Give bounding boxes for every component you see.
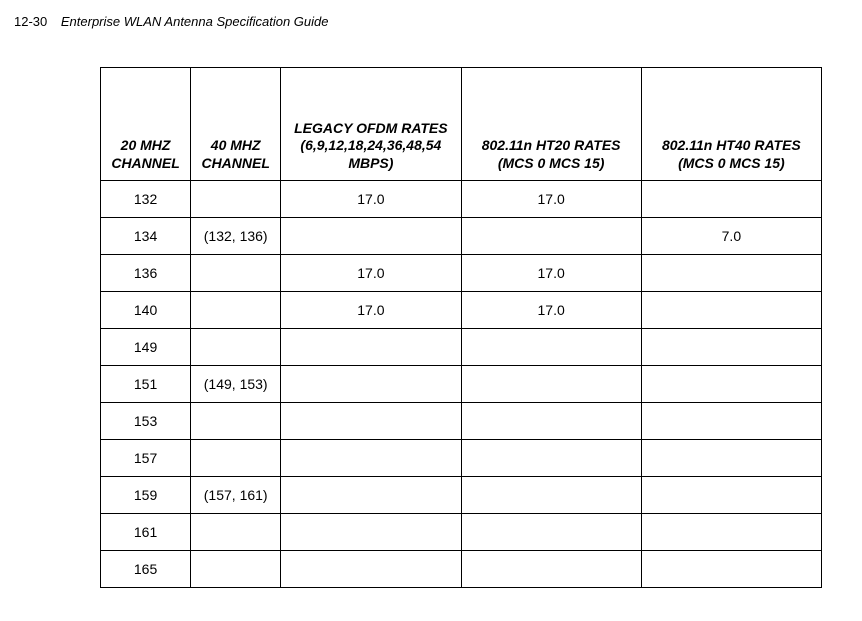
cell [641, 477, 821, 514]
table-row: 140 17.0 17.0 [101, 292, 822, 329]
col-40mhz: 40 MHZ CHANNEL [191, 68, 281, 181]
cell: 7.0 [641, 218, 821, 255]
table-body: 132 17.0 17.0 134 (132, 136) 7.0 136 17.… [101, 181, 822, 588]
cell [281, 366, 461, 403]
cell: 140 [101, 292, 191, 329]
cell: 17.0 [461, 181, 641, 218]
cell: 17.0 [281, 292, 461, 329]
cell [641, 255, 821, 292]
cell: 17.0 [461, 255, 641, 292]
cell [641, 329, 821, 366]
cell [641, 366, 821, 403]
cell [641, 181, 821, 218]
cell: 17.0 [281, 181, 461, 218]
doc-title: Enterprise WLAN Antenna Specification Gu… [61, 14, 329, 29]
cell [641, 403, 821, 440]
col-20mhz: 20 MHZ CHANNEL [101, 68, 191, 181]
table-row: 151 (149, 153) [101, 366, 822, 403]
cell: 153 [101, 403, 191, 440]
cell [281, 329, 461, 366]
cell [461, 477, 641, 514]
cell: 159 [101, 477, 191, 514]
cell: 136 [101, 255, 191, 292]
cell [281, 440, 461, 477]
table-row: 161 [101, 514, 822, 551]
table-row: 159 (157, 161) [101, 477, 822, 514]
col-legacy-ofdm: LEGACY OFDM RATES (6,9,12,18,24,36,48,54… [281, 68, 461, 181]
cell [461, 514, 641, 551]
cell [281, 218, 461, 255]
cell [191, 255, 281, 292]
cell [191, 551, 281, 588]
cell [641, 514, 821, 551]
col-ht40: 802.11n HT40 RATES (MCS 0 MCS 15) [641, 68, 821, 181]
table-header-row: 20 MHZ CHANNEL 40 MHZ CHANNEL LEGACY OFD… [101, 68, 822, 181]
cell: 134 [101, 218, 191, 255]
table-row: 132 17.0 17.0 [101, 181, 822, 218]
cell [281, 477, 461, 514]
table-row: 136 17.0 17.0 [101, 255, 822, 292]
cell [191, 440, 281, 477]
cell: 157 [101, 440, 191, 477]
cell [641, 551, 821, 588]
cell [641, 292, 821, 329]
cell [191, 181, 281, 218]
cell [461, 218, 641, 255]
table-row: 157 [101, 440, 822, 477]
page-number: 12-30 [14, 14, 47, 29]
cell [641, 440, 821, 477]
table-row: 149 [101, 329, 822, 366]
cell: 151 [101, 366, 191, 403]
cell [461, 366, 641, 403]
cell: (149, 153) [191, 366, 281, 403]
cell [191, 329, 281, 366]
cell [461, 440, 641, 477]
spec-table: 20 MHZ CHANNEL 40 MHZ CHANNEL LEGACY OFD… [100, 67, 822, 588]
cell: 132 [101, 181, 191, 218]
cell: 17.0 [461, 292, 641, 329]
table-row: 134 (132, 136) 7.0 [101, 218, 822, 255]
cell: 149 [101, 329, 191, 366]
cell [281, 403, 461, 440]
cell [191, 292, 281, 329]
cell [191, 403, 281, 440]
table-row: 153 [101, 403, 822, 440]
page-header: 12-30 Enterprise WLAN Antenna Specificat… [0, 0, 862, 29]
cell: 165 [101, 551, 191, 588]
cell: (132, 136) [191, 218, 281, 255]
spec-table-container: 20 MHZ CHANNEL 40 MHZ CHANNEL LEGACY OFD… [0, 29, 862, 588]
cell [461, 403, 641, 440]
cell: 17.0 [281, 255, 461, 292]
cell [281, 514, 461, 551]
table-row: 165 [101, 551, 822, 588]
cell [461, 551, 641, 588]
cell: (157, 161) [191, 477, 281, 514]
cell [281, 551, 461, 588]
cell [461, 329, 641, 366]
cell [191, 514, 281, 551]
cell: 161 [101, 514, 191, 551]
col-ht20: 802.11n HT20 RATES (MCS 0 MCS 15) [461, 68, 641, 181]
